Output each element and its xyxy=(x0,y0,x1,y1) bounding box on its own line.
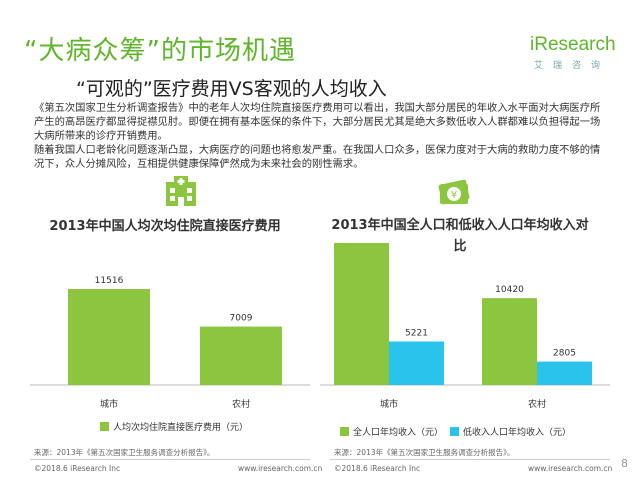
svg-text:¥: ¥ xyxy=(451,190,457,201)
body-paragraph-2: 随着我国人口老龄化问题逐渐凸显，大病医疗的问题也将愈发严重。在我国人口众多，医保… xyxy=(34,144,601,170)
footer-url-left[interactable]: www.iresearch.com.cn xyxy=(238,464,323,473)
chart-1-source: 来源：2013年《第五次国家卫生服务调查分析报告》。 xyxy=(34,448,215,457)
chart-2-bar xyxy=(537,361,592,385)
chart-2-legend-2: 低收入人口年均收入（元） xyxy=(450,425,571,438)
page-title: “大病众筹”的市场机遇 xyxy=(24,36,296,66)
iresearch-logo: iResearch 艾瑞咨询 xyxy=(530,34,620,71)
footer-url-right[interactable]: www.iresearch.com.cn xyxy=(528,464,613,473)
chart-1: 11516 城市 7009 农村 xyxy=(30,276,310,410)
page-number: 8 xyxy=(621,457,628,470)
chart-1-category-label: 农村 xyxy=(232,398,250,410)
chart-2-bar xyxy=(334,242,389,385)
chart-1-legend-label: 人均次均住院直接医疗费用（元） xyxy=(113,423,249,433)
legend-swatch-green xyxy=(100,422,109,431)
chart-2-category-label: 农村 xyxy=(528,398,546,410)
chart-2-source: 来源：2013年《第五次国家卫生服务调查分析报告》。 xyxy=(334,448,515,457)
chart-1-category-label: 城市 xyxy=(100,398,118,410)
chart-2-bar xyxy=(389,341,444,385)
money-icon: ¥ xyxy=(436,172,472,208)
chart-2-category-label: 城市 xyxy=(380,398,398,410)
footer-divider-left xyxy=(30,459,310,460)
chart-2-legend-1: 全人口年均收入（元） xyxy=(340,425,443,438)
legend-swatch-cyan xyxy=(450,427,459,436)
chart-2-value-label: 2805 xyxy=(553,349,576,359)
chart-1-bar xyxy=(200,326,282,385)
hospital-icon xyxy=(163,172,199,208)
page-subtitle: “可观的”医疗费用VS客观的人均收入 xyxy=(76,78,387,100)
body-paragraph-1: 《第五次国家卫生分析调查报告》中的老年人次均住院直接医疗费用可以看出，我国大部分… xyxy=(34,102,601,142)
legend-swatch-green xyxy=(340,427,349,436)
chart-1-value-label: 7009 xyxy=(230,314,253,324)
footer-copyright-left: ©2018.6 iResearch Inc xyxy=(34,464,121,473)
chart-2-value-label: 5221 xyxy=(405,328,428,338)
chart-2-value-label: 10420 xyxy=(495,285,524,295)
chart-1-title: 2013年中国人均次均住院直接医疗费用 xyxy=(49,219,281,234)
chart-2-title: 2013年中国全人口和低收入人口年均收入对比 xyxy=(331,218,589,254)
logo-subtext: 艾瑞咨询 xyxy=(534,61,611,71)
footer-divider-right xyxy=(330,459,610,460)
chart-2-bar xyxy=(482,298,537,385)
chart-2: 170465221城市104202805农村 xyxy=(320,242,610,410)
footer-copyright-right: ©2018.6 iResearch Inc xyxy=(334,464,421,473)
chart-1-value-label: 11516 xyxy=(95,276,124,286)
chart-1-bar xyxy=(68,289,150,385)
logo-text: iResearch xyxy=(530,34,616,55)
chart-2-legend-label-2: 低收入人口年均收入（元） xyxy=(463,428,572,438)
chart-2-legend-label-1: 全人口年均收入（元） xyxy=(353,428,444,438)
chart-1-legend: 人均次均住院直接医疗费用（元） xyxy=(100,420,248,433)
